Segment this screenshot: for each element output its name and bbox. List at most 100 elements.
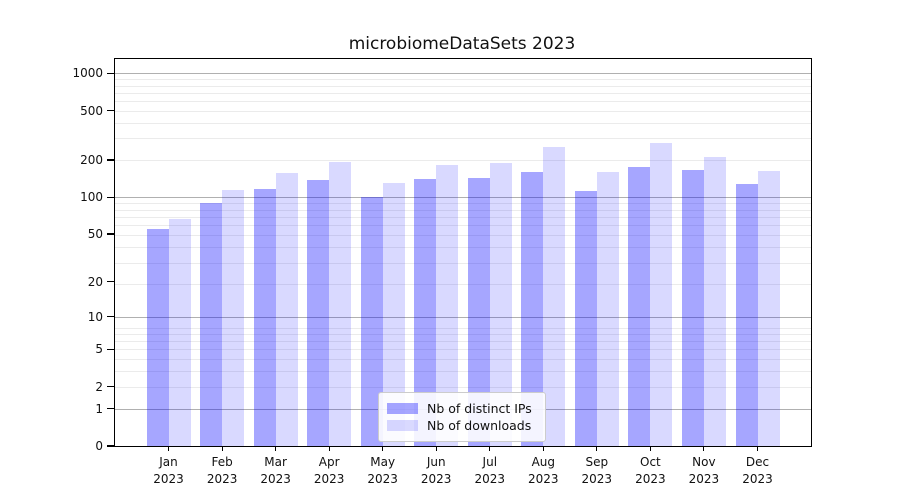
x-tick-mark xyxy=(756,446,759,451)
y-tick-label: 50 xyxy=(87,227,103,241)
y-tick-mark xyxy=(107,110,114,112)
minor-gridline xyxy=(115,216,811,218)
minor-gridline xyxy=(115,247,811,249)
bar-distinct-ips xyxy=(681,170,704,446)
minor-gridline xyxy=(115,138,811,140)
bar-downloads xyxy=(168,219,191,446)
y-tick-mark xyxy=(107,281,114,283)
major-gridline xyxy=(115,197,811,199)
bar-distinct-ips xyxy=(253,188,276,446)
x-tick-mark xyxy=(382,446,384,451)
bar-downloads xyxy=(222,190,245,446)
y-tick-mark xyxy=(107,196,114,198)
legend-label-downloads: Nb of downloads xyxy=(427,417,532,433)
y-tick-mark xyxy=(107,233,114,235)
bar-distinct-ips xyxy=(414,179,437,446)
x-tick-label: Sep 2023 xyxy=(581,455,613,486)
legend-label-distinct-ips: Nb of distinct IPs xyxy=(427,400,532,416)
minor-gridline xyxy=(115,284,811,286)
bar-distinct-ips xyxy=(307,180,330,446)
minor-gridline xyxy=(115,262,811,264)
y-tick-label: 10 xyxy=(87,309,103,324)
major-gridline xyxy=(115,316,811,318)
x-tick-mark xyxy=(596,446,598,451)
legend-swatch-distinct-ips xyxy=(387,402,418,414)
bar-distinct-ips xyxy=(628,166,651,446)
x-tick-mark xyxy=(275,446,277,451)
y-tick-label: 2 xyxy=(95,379,103,394)
minor-gridline xyxy=(115,110,811,112)
bar-downloads xyxy=(329,161,352,446)
y-tick-mark xyxy=(107,408,114,410)
minor-gridline xyxy=(115,349,811,351)
x-tick-label: Jul 2023 xyxy=(474,455,506,486)
minor-gridline xyxy=(115,122,811,124)
x-tick-label: Apr 2023 xyxy=(313,455,345,486)
x-tick-label: Nov 2023 xyxy=(688,455,720,486)
y-tick-label: 0 xyxy=(95,439,103,453)
y-tick-label: 500 xyxy=(80,103,103,118)
x-tick-mark xyxy=(542,446,544,451)
y-tick-mark xyxy=(107,348,114,350)
y-tick-mark xyxy=(107,445,114,447)
bar-downloads xyxy=(275,173,298,446)
x-tick-mark xyxy=(649,446,651,451)
x-tick-mark xyxy=(489,446,491,451)
minor-gridline xyxy=(115,209,811,211)
y-tick-mark xyxy=(107,72,114,74)
x-tick-mark xyxy=(167,446,170,451)
x-tick-label: Mar 2023 xyxy=(260,455,291,486)
y-tick-label: 200 xyxy=(80,153,103,167)
minor-gridline xyxy=(115,333,811,335)
bar-distinct-ips xyxy=(574,191,597,446)
y-tick-label: 1 xyxy=(95,401,103,416)
bar-distinct-ips xyxy=(735,183,758,446)
bar-downloads xyxy=(436,164,459,446)
minor-gridline xyxy=(115,225,811,227)
x-tick-label: Jun 2023 xyxy=(420,455,452,486)
bar-distinct-ips xyxy=(521,172,544,446)
bar-distinct-ips xyxy=(467,178,490,446)
minor-gridline xyxy=(115,85,811,87)
x-tick-mark xyxy=(221,446,223,451)
x-tick-label: Feb 2023 xyxy=(206,455,238,486)
x-tick-label: May 2023 xyxy=(367,455,398,486)
x-tick-label: Jan 2023 xyxy=(153,455,184,486)
bar-distinct-ips xyxy=(200,202,223,446)
y-tick-label: 1000 xyxy=(72,66,103,81)
y-tick-mark xyxy=(107,159,114,161)
minor-gridline xyxy=(115,371,811,373)
minor-gridline xyxy=(115,160,811,162)
x-tick-label: Aug 2023 xyxy=(528,455,559,486)
bar-downloads xyxy=(703,157,726,446)
bar-distinct-ips xyxy=(146,228,169,446)
x-tick-label: Oct 2023 xyxy=(635,455,666,486)
major-gridline xyxy=(115,73,811,75)
plot-area: 0 1 2 5 10 20 50 100 200 500 1000 Jan 2023 Feb 2023 M… xyxy=(72,58,812,486)
legend: Nb of distinct IPs Nb of downloads xyxy=(378,392,546,442)
minor-gridline xyxy=(115,235,811,236)
x-tick-label: Dec 2023 xyxy=(742,455,773,486)
chart-title: microbiomeDataSets 2023 xyxy=(348,34,576,54)
bar-distinct-ips xyxy=(360,196,383,446)
minor-gridline xyxy=(115,386,811,388)
minor-gridline xyxy=(115,327,811,329)
minor-gridline xyxy=(115,359,811,361)
y-tick-mark xyxy=(107,316,114,318)
x-tick-mark xyxy=(328,446,330,451)
minor-gridline xyxy=(115,341,811,343)
y-tick-mark xyxy=(107,386,114,388)
bar-downloads xyxy=(650,142,673,446)
bar-downloads xyxy=(596,171,619,446)
y-tick-label: 5 xyxy=(95,342,103,357)
x-tick-mark xyxy=(435,446,437,451)
legend-item-distinct-ips: Nb of distinct IPs xyxy=(387,400,535,416)
minor-gridline xyxy=(115,101,811,102)
legend-item-downloads: Nb of downloads xyxy=(387,417,535,433)
bar-downloads xyxy=(382,183,405,446)
legend-swatch-downloads xyxy=(387,419,418,431)
minor-gridline xyxy=(115,203,811,205)
bar-downloads xyxy=(489,163,512,446)
bar-downloads xyxy=(757,171,780,446)
